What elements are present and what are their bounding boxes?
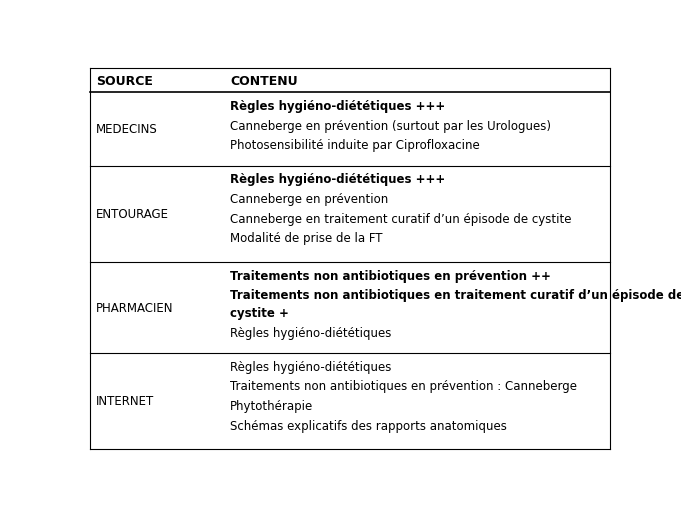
- Text: Canneberge en prévention: Canneberge en prévention: [230, 193, 389, 206]
- Text: SOURCE: SOURCE: [95, 74, 153, 88]
- Text: Phytothérapie: Phytothérapie: [230, 399, 313, 412]
- Text: MEDECINS: MEDECINS: [95, 123, 157, 136]
- Text: PHARMACIEN: PHARMACIEN: [95, 301, 173, 314]
- Text: Règles hygiéno-diététiques: Règles hygiéno-diététiques: [230, 360, 392, 373]
- Text: Schémas explicatifs des rapports anatomiques: Schémas explicatifs des rapports anatomi…: [230, 419, 507, 432]
- Text: Règles hygiéno-diététiques: Règles hygiéno-diététiques: [230, 326, 392, 339]
- Text: Modalité de prise de la FT: Modalité de prise de la FT: [230, 232, 383, 245]
- Text: Traitements non antibiotiques en prévention ++: Traitements non antibiotiques en prévent…: [230, 269, 551, 282]
- Text: CONTENU: CONTENU: [230, 74, 298, 88]
- Text: INTERNET: INTERNET: [95, 394, 154, 408]
- Text: Canneberge en traitement curatif d’un épisode de cystite: Canneberge en traitement curatif d’un ép…: [230, 212, 572, 225]
- Text: Photosensibilité induite par Ciprofloxacine: Photosensibilité induite par Ciprofloxac…: [230, 139, 480, 152]
- Text: Règles hygiéno-diététiques +++: Règles hygiéno-diététiques +++: [230, 173, 445, 186]
- Text: cystite +: cystite +: [230, 306, 289, 320]
- Text: Traitements non antibiotiques en traitement curatif d’un épisode de: Traitements non antibiotiques en traitem…: [230, 289, 681, 302]
- Text: Règles hygiéno-diététiques +++: Règles hygiéno-diététiques +++: [230, 100, 445, 113]
- Text: Traitements non antibiotiques en prévention : Canneberge: Traitements non antibiotiques en prévent…: [230, 380, 577, 392]
- Text: Canneberge en prévention (surtout par les Urologues): Canneberge en prévention (surtout par le…: [230, 120, 551, 132]
- Text: ENTOURAGE: ENTOURAGE: [95, 208, 169, 221]
